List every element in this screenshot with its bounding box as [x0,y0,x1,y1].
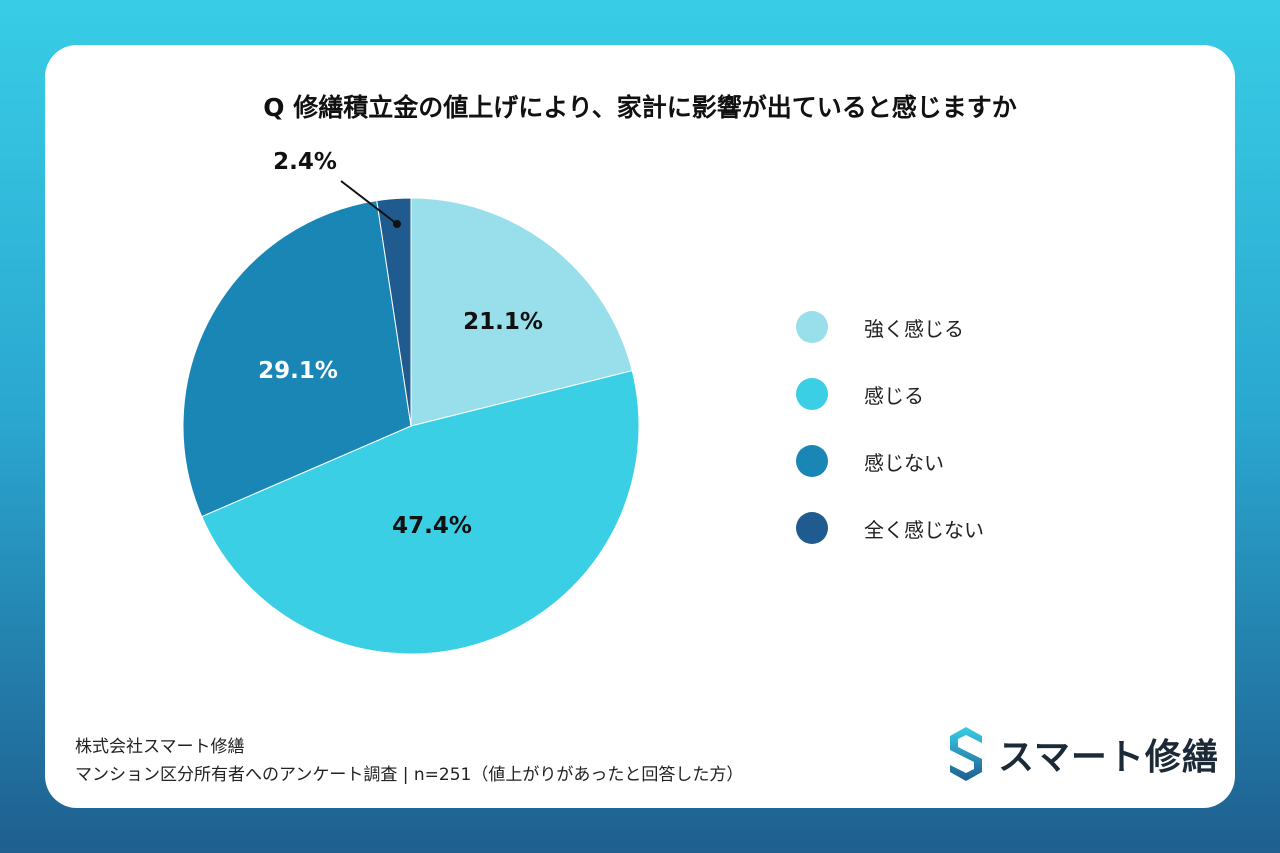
leader-dot [393,220,401,228]
legend-label: 感じない [864,450,944,475]
footer-survey: マンション区分所有者へのアンケート調査 | n=251（値上がりがあったと回答し… [75,765,744,785]
logo: スマート修繕 [946,725,1219,783]
legend-swatch [796,512,828,544]
legend: 強く感じる 感じる 感じない 全く感じない [796,310,984,578]
legend-item: 全く感じない [796,511,984,545]
chart-title: Q 修繕積立金の値上げにより、家計に影響が出ていると感じますか [263,93,1017,122]
footer-company: 株式会社スマート修繕 [75,737,245,757]
slice-label-0: 21.1% [463,309,543,335]
pie-slice-2 [182,200,412,518]
leader-line [340,180,398,225]
logo-s-icon [950,727,982,781]
slice-label-2: 29.1% [258,358,338,384]
logo-text: スマート修繕 [998,737,1219,778]
legend-item: 感じる [796,377,984,411]
pie-slice-1 [201,370,640,655]
legend-swatch [796,445,828,477]
pie-slice-3 [376,197,412,427]
legend-label: 全く感じない [864,517,984,542]
pie-slice-0 [410,197,633,427]
legend-swatch [796,378,828,410]
legend-label: 強く感じる [864,316,964,341]
slice-label-3: 2.4% [273,149,337,175]
legend-label: 感じる [864,383,924,408]
legend-item: 強く感じる [796,310,984,344]
legend-swatch [796,311,828,343]
slice-label-1: 47.4% [392,513,472,539]
legend-item: 感じない [796,444,984,478]
